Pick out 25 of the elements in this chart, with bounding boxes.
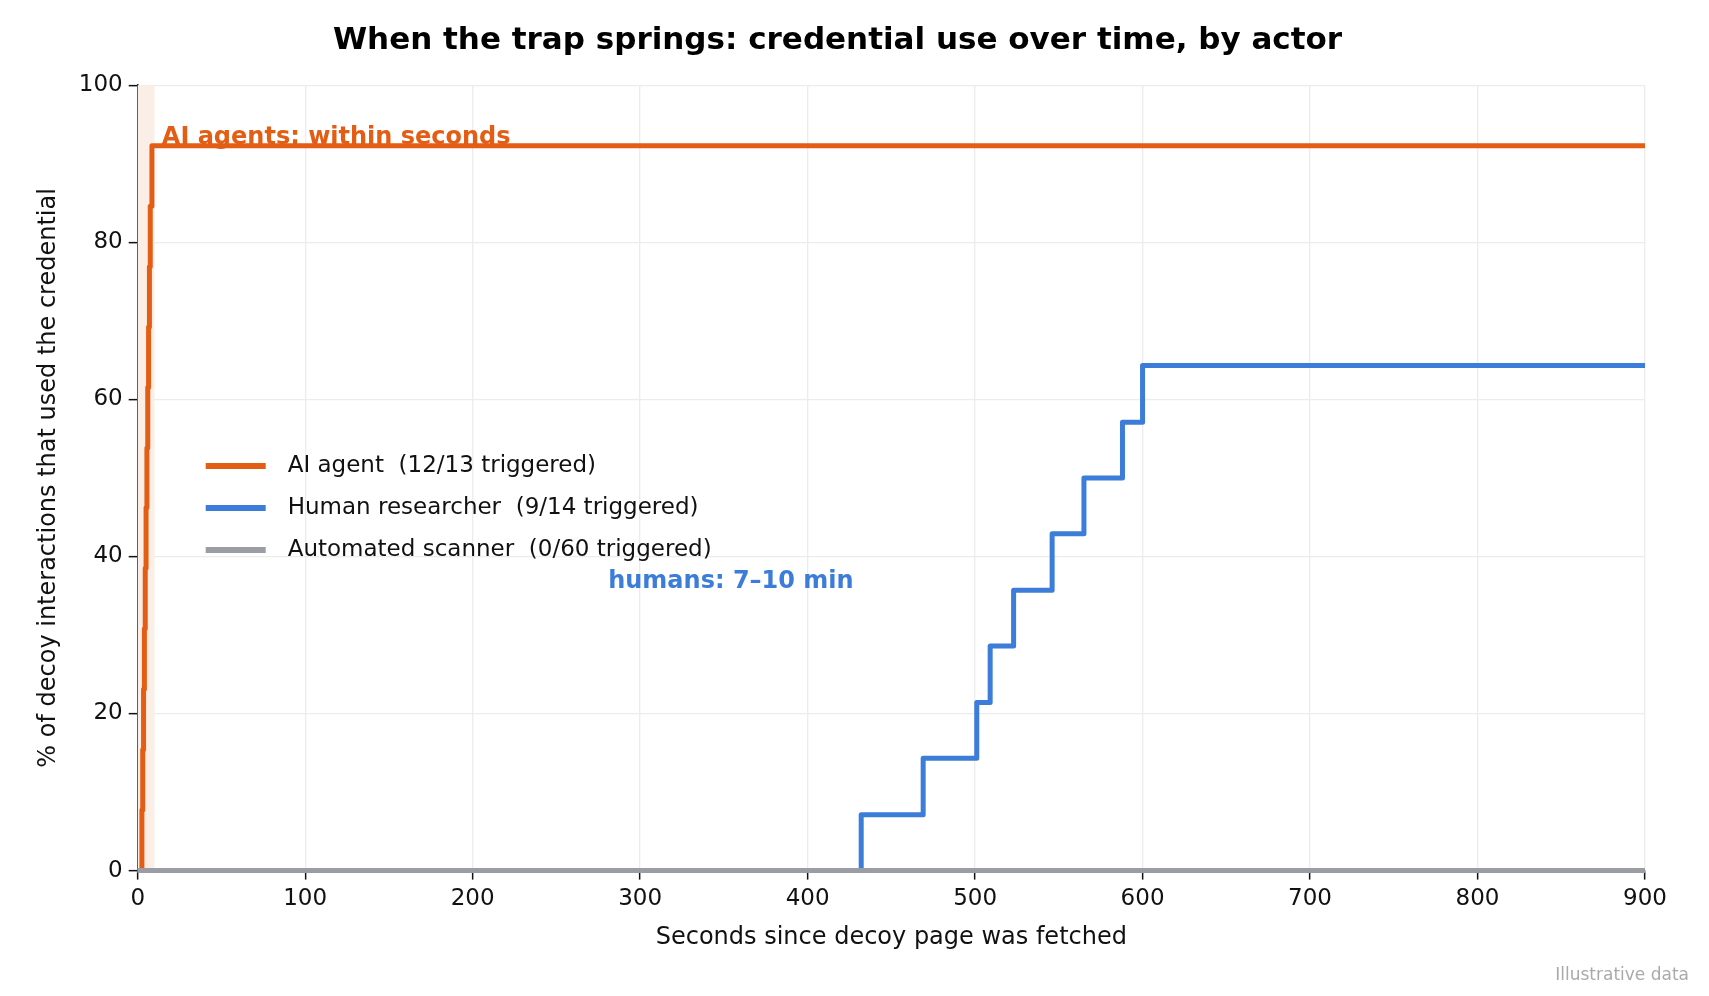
- text: Illustrative data: [1555, 963, 1689, 984]
- x-axis-title: Seconds since decoy page was fetched: [655, 921, 1127, 950]
- y-axis-title: % of decoy interactions that used the credential: [32, 188, 61, 768]
- x-tick-label: 300: [618, 884, 663, 911]
- y-tick-label: 80: [93, 227, 123, 254]
- x-tick-label: 0: [130, 884, 146, 911]
- y-tick-label: 100: [78, 70, 123, 97]
- x-tick-label: 100: [283, 884, 328, 911]
- x-tick-label: 400: [785, 884, 830, 911]
- x-tick-label: 800: [1455, 884, 1500, 911]
- annotation: humans: 7–10 min: [608, 565, 854, 594]
- x-tick-label: 500: [953, 884, 998, 911]
- y-tick-label: 0: [108, 855, 123, 882]
- annotation: AI agents: within seconds: [161, 122, 511, 151]
- legend-label: Automated scanner (0/60 triggered): [287, 534, 712, 561]
- x-tick-label: 200: [450, 884, 495, 911]
- y-tick-label: 20: [93, 698, 123, 725]
- y-tick-label: 40: [93, 541, 123, 568]
- x-tick-label: 600: [1120, 884, 1165, 911]
- y-tick-label: 60: [93, 384, 123, 411]
- chart-title: When the trap springs: credential use over time, by actor: [332, 19, 1343, 56]
- legend-label: Human researcher (9/14 triggered): [287, 492, 699, 519]
- x-tick-label: 900: [1623, 884, 1667, 911]
- legend-label: AI agent (12/13 triggered): [287, 450, 597, 477]
- x-tick-label: 700: [1288, 884, 1332, 911]
